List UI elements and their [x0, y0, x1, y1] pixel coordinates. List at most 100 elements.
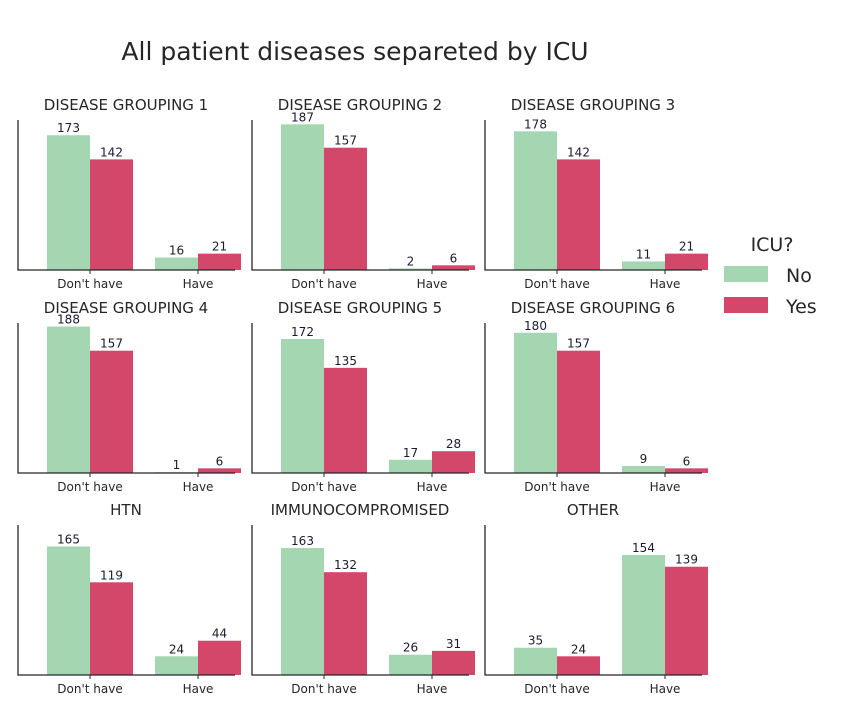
chart-title: All patient diseases separeted by ICU: [121, 37, 588, 66]
bar-disease-grouping-2-have-yes: [432, 265, 475, 270]
bar-disease-grouping-3-have-yes: [665, 253, 708, 270]
bar-disease-grouping-3-don-t-have-yes: [557, 159, 600, 270]
bar-htn-don-t-have-yes: [90, 582, 133, 675]
axis-disease-grouping-1: [17, 120, 235, 271]
data-label-disease-grouping-3-don-t-have-yes: 142: [567, 145, 590, 159]
tick-label-disease-grouping-3-have: Have: [650, 277, 681, 291]
bar-disease-grouping-1-don-t-have-no: [47, 135, 90, 270]
bar-disease-grouping-1-don-t-have-yes: [90, 159, 133, 270]
data-label-other-don-t-have-no: 35: [528, 634, 543, 648]
tick-label-disease-grouping-3-don-t-have: Don't have: [524, 277, 589, 291]
axis-htn: [17, 525, 235, 676]
bar-disease-grouping-2-don-t-have-yes: [324, 147, 367, 270]
data-label-disease-grouping-6-have-no: 9: [640, 452, 648, 466]
bar-disease-grouping-5-have-yes: [432, 451, 475, 473]
bar-disease-grouping-5-don-t-have-yes: [324, 367, 367, 473]
data-label-disease-grouping-4-have-no: 1: [173, 458, 181, 472]
tick-label-immunocompromised-have: Have: [417, 682, 448, 696]
axis-immunocompromised: [251, 525, 469, 676]
data-label-disease-grouping-6-don-t-have-no: 180: [524, 319, 547, 333]
bar-disease-grouping-6-have-no: [622, 465, 665, 473]
tick-label-disease-grouping-1-don-t-have: Don't have: [57, 277, 122, 291]
bar-immunocompromised-don-t-have-no: [281, 548, 324, 675]
data-label-disease-grouping-6-don-t-have-yes: 157: [567, 337, 590, 351]
panel-disease-grouping-1: DISEASE GROUPING 1 173 16 142 21 Don't have Ha…: [17, 96, 241, 291]
tick-label-disease-grouping-5-have: Have: [417, 480, 448, 494]
panel-title-other: OTHER: [567, 501, 619, 519]
bar-other-have-no: [622, 555, 665, 675]
bar-disease-grouping-6-don-t-have-no: [514, 332, 557, 473]
panel-disease-grouping-3: DISEASE GROUPING 3 178 11 142 21 Don't have Ha…: [484, 96, 708, 291]
bar-disease-grouping-4-don-t-have-yes: [90, 350, 133, 473]
legend-title: ICU?: [751, 234, 794, 256]
bar-disease-grouping-3-don-t-have-no: [514, 131, 557, 270]
axis-disease-grouping-4: [17, 323, 235, 474]
bar-immunocompromised-don-t-have-yes: [324, 572, 367, 675]
data-label-disease-grouping-2-don-t-have-no: 187: [291, 110, 314, 124]
panel-disease-grouping-5: DISEASE GROUPING 5 172 17 135 28 Don't have Ha…: [251, 299, 475, 494]
axis-disease-grouping-3: [484, 120, 702, 271]
panel-title-disease-grouping-4: DISEASE GROUPING 4: [44, 299, 208, 317]
panel-title-immunocompromised: IMMUNOCOMPROMISED: [271, 501, 450, 519]
data-label-disease-grouping-2-have-no: 2: [407, 254, 415, 268]
tick-label-disease-grouping-4-have: Have: [183, 480, 214, 494]
bar-disease-grouping-5-have-no: [389, 459, 432, 473]
panel-immunocompromised: IMMUNOCOMPROMISED 163 26 132 31 Don't have Hav…: [251, 501, 475, 696]
panel-htn: HTN 165 24 119 44 Don't have Have: [17, 501, 241, 696]
bar-disease-grouping-1-have-yes: [198, 253, 241, 270]
bar-disease-grouping-6-have-yes: [665, 468, 708, 473]
data-label-disease-grouping-6-have-yes: 6: [683, 454, 691, 468]
bar-disease-grouping-4-have-yes: [198, 468, 241, 473]
tick-label-disease-grouping-5-don-t-have: Don't have: [291, 480, 356, 494]
data-label-disease-grouping-5-have-no: 17: [403, 446, 418, 460]
data-label-immunocompromised-don-t-have-yes: 132: [334, 558, 357, 572]
panel-title-disease-grouping-5: DISEASE GROUPING 5: [278, 299, 442, 317]
panel-other: OTHER 35 154 24 139 Don't have Have: [484, 501, 708, 696]
bar-other-don-t-have-yes: [557, 656, 600, 675]
legend-label-yes: Yes: [785, 296, 817, 318]
legend-swatch-no: [724, 266, 768, 282]
tick-label-immunocompromised-don-t-have: Don't have: [291, 682, 356, 696]
data-label-other-have-yes: 139: [675, 553, 698, 567]
legend-swatch-yes: [724, 297, 768, 313]
data-label-disease-grouping-3-have-yes: 21: [679, 240, 694, 254]
bar-other-have-yes: [665, 566, 708, 675]
panel-title-htn: HTN: [110, 501, 142, 519]
panel-title-disease-grouping-6: DISEASE GROUPING 6: [511, 299, 675, 317]
panel-title-disease-grouping-3: DISEASE GROUPING 3: [511, 96, 675, 114]
tick-label-other-don-t-have: Don't have: [524, 682, 589, 696]
axis-disease-grouping-5: [251, 323, 469, 474]
bar-disease-grouping-1-have-no: [155, 257, 198, 270]
data-label-other-have-no: 154: [632, 541, 655, 555]
tick-label-disease-grouping-6-have: Have: [650, 480, 681, 494]
data-label-disease-grouping-5-don-t-have-no: 172: [291, 325, 314, 339]
axis-disease-grouping-6: [484, 323, 702, 474]
data-label-disease-grouping-4-don-t-have-no: 188: [57, 313, 80, 327]
data-label-immunocompromised-have-yes: 31: [446, 637, 461, 651]
axis-disease-grouping-2: [251, 120, 469, 271]
panel-title-disease-grouping-2: DISEASE GROUPING 2: [278, 96, 442, 114]
bar-disease-grouping-3-have-no: [622, 261, 665, 270]
bar-htn-don-t-have-no: [47, 546, 90, 675]
tick-label-htn-have: Have: [183, 682, 214, 696]
tick-label-disease-grouping-4-don-t-have: Don't have: [57, 480, 122, 494]
data-label-disease-grouping-1-don-t-have-yes: 142: [100, 145, 123, 159]
data-label-disease-grouping-4-don-t-have-yes: 157: [100, 337, 123, 351]
data-label-disease-grouping-5-have-yes: 28: [446, 437, 461, 451]
panel-disease-grouping-6: DISEASE GROUPING 6 180 9 157 6 Don't have Have: [484, 299, 708, 494]
legend: ICU? No Yes: [724, 234, 817, 318]
tick-label-disease-grouping-6-don-t-have: Don't have: [524, 480, 589, 494]
bar-disease-grouping-2-don-t-have-no: [281, 124, 324, 270]
data-label-htn-don-t-have-no: 165: [57, 532, 80, 546]
data-label-disease-grouping-5-don-t-have-yes: 135: [334, 354, 357, 368]
bar-other-don-t-have-no: [514, 647, 557, 675]
data-label-htn-have-no: 24: [169, 642, 184, 656]
data-label-disease-grouping-1-don-t-have-no: 173: [57, 121, 80, 135]
axis-other: [484, 525, 702, 676]
tick-label-htn-don-t-have: Don't have: [57, 682, 122, 696]
data-label-disease-grouping-1-have-yes: 21: [212, 240, 227, 254]
data-label-disease-grouping-4-have-yes: 6: [216, 454, 224, 468]
